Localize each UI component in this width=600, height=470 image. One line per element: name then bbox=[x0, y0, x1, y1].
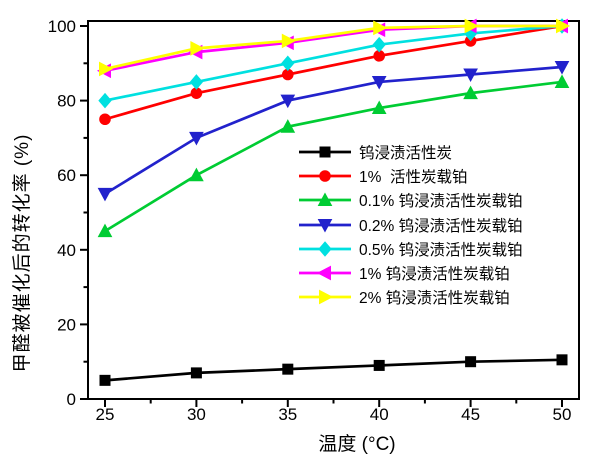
legend-label: 0.1% 钨浸渍活性炭载铂 bbox=[359, 193, 523, 211]
data-point-marker bbox=[98, 92, 112, 109]
data-point-marker bbox=[190, 41, 205, 56]
data-point-marker bbox=[556, 354, 568, 366]
data-point-marker bbox=[316, 265, 331, 281]
data-point-marker bbox=[317, 192, 333, 207]
data-point-marker bbox=[373, 359, 385, 371]
data-point-marker bbox=[189, 74, 204, 90]
x-tick-label: 30 bbox=[187, 405, 206, 424]
data-point-marker bbox=[97, 187, 113, 202]
y-tick-label: 100 bbox=[48, 17, 76, 36]
data-point-marker bbox=[317, 218, 333, 233]
data-point-marker bbox=[554, 61, 570, 75]
series-line bbox=[104, 358, 563, 382]
y-tick-label: 60 bbox=[57, 166, 76, 185]
x-tick-label: 40 bbox=[370, 405, 389, 424]
series-square bbox=[99, 354, 568, 386]
legend-item-0.2pct-w-ac-pt: 0.2% 钨浸渍活性炭载铂 bbox=[297, 213, 523, 237]
legend: 钨浸渍活性炭 1% 活性炭载铂 0.1% 钨浸渍活性炭载铂 0.2% 钨浸渍活性… bbox=[297, 140, 523, 309]
legend-marker-cyan-diamond bbox=[299, 241, 351, 257]
series-line bbox=[104, 65, 563, 196]
data-point-marker bbox=[371, 75, 387, 90]
data-point-marker bbox=[373, 20, 388, 36]
data-point-marker bbox=[281, 33, 296, 49]
data-point-marker bbox=[319, 146, 331, 158]
legend-marker-yellow-triangle-right bbox=[299, 289, 351, 305]
legend-marker-red-circle bbox=[299, 170, 351, 183]
data-point-marker bbox=[463, 68, 478, 83]
series-line bbox=[104, 24, 563, 121]
legend-item-1pct-ac-pt: 1% 活性炭载铂 bbox=[297, 164, 523, 188]
legend-marker-magenta-triangle-left bbox=[299, 265, 351, 281]
series-triangle-up bbox=[97, 74, 570, 238]
series-line bbox=[104, 24, 562, 71]
legend-label: 1% 活性炭载铂 bbox=[359, 169, 468, 187]
data-point-marker bbox=[464, 18, 479, 34]
legend-item-1pct-w-ac-pt: 1% 钨浸渍活性炭载铂 bbox=[297, 261, 523, 285]
series-diamond bbox=[98, 18, 569, 109]
x-tick-label: 50 bbox=[553, 405, 572, 424]
series-triangle-left bbox=[96, 18, 568, 79]
y-tick-label: 40 bbox=[57, 241, 76, 260]
y-tick-label: 80 bbox=[57, 92, 76, 111]
legend-marker-blue-triangle-down bbox=[299, 218, 351, 233]
data-point-marker bbox=[190, 367, 202, 379]
data-point-marker bbox=[554, 74, 570, 88]
data-point-marker bbox=[556, 18, 571, 34]
data-point-marker bbox=[371, 100, 387, 115]
series-triangle-right bbox=[99, 18, 571, 77]
legend-label: 0.2% 钨浸渍活性炭载铂 bbox=[359, 217, 523, 235]
data-point-marker bbox=[281, 55, 295, 72]
data-point-marker bbox=[99, 374, 111, 386]
x-tick-label: 25 bbox=[96, 405, 115, 424]
legend-item-tungsten-ac: 钨浸渍活性炭 bbox=[297, 140, 523, 164]
data-point-marker bbox=[280, 94, 296, 109]
y-tick-label: 0 bbox=[67, 390, 76, 409]
legend-label: 钨浸渍活性炭 bbox=[359, 145, 453, 163]
y-tick-label: 20 bbox=[57, 315, 76, 334]
legend-marker-green-triangle-up bbox=[299, 192, 351, 207]
data-point-marker bbox=[280, 119, 296, 133]
data-point-marker bbox=[319, 170, 331, 183]
x-tick-label: 45 bbox=[461, 405, 480, 424]
legend-label: 1% 钨浸渍活性炭载铂 bbox=[359, 266, 510, 284]
data-point-marker bbox=[99, 113, 111, 126]
data-point-marker bbox=[318, 241, 332, 257]
data-point-marker bbox=[189, 131, 204, 146]
series-line bbox=[104, 24, 563, 102]
x-axis-title: 温度 (°C) bbox=[318, 434, 396, 455]
legend-label: 0.5% 钨浸渍活性炭载铂 bbox=[359, 241, 523, 259]
legend-label: 2% 钨浸渍活性炭载铂 bbox=[359, 290, 510, 308]
data-point-marker bbox=[189, 167, 204, 182]
legend-item-0.1pct-w-ac-pt: 0.1% 钨浸渍活性炭载铂 bbox=[297, 188, 523, 212]
data-point-marker bbox=[463, 85, 478, 100]
legend-item-2pct-w-ac-pt: 2% 钨浸渍活性炭载铂 bbox=[297, 285, 523, 309]
data-point-marker bbox=[372, 36, 386, 53]
series-triangle-down bbox=[97, 61, 570, 202]
data-point-marker bbox=[282, 363, 294, 375]
y-axis-title: 甲醛被催化后的转化率 (%) bbox=[12, 133, 33, 373]
series-line bbox=[104, 80, 563, 233]
data-point-marker bbox=[465, 356, 477, 368]
data-point-marker bbox=[97, 223, 113, 238]
data-point-marker bbox=[99, 61, 114, 77]
legend-item-0.5pct-w-ac-pt: 0.5% 钨浸渍活性炭载铂 bbox=[297, 237, 523, 261]
data-point-marker bbox=[319, 289, 334, 305]
x-tick-label: 35 bbox=[278, 405, 297, 424]
legend-marker-black-square bbox=[299, 146, 351, 158]
